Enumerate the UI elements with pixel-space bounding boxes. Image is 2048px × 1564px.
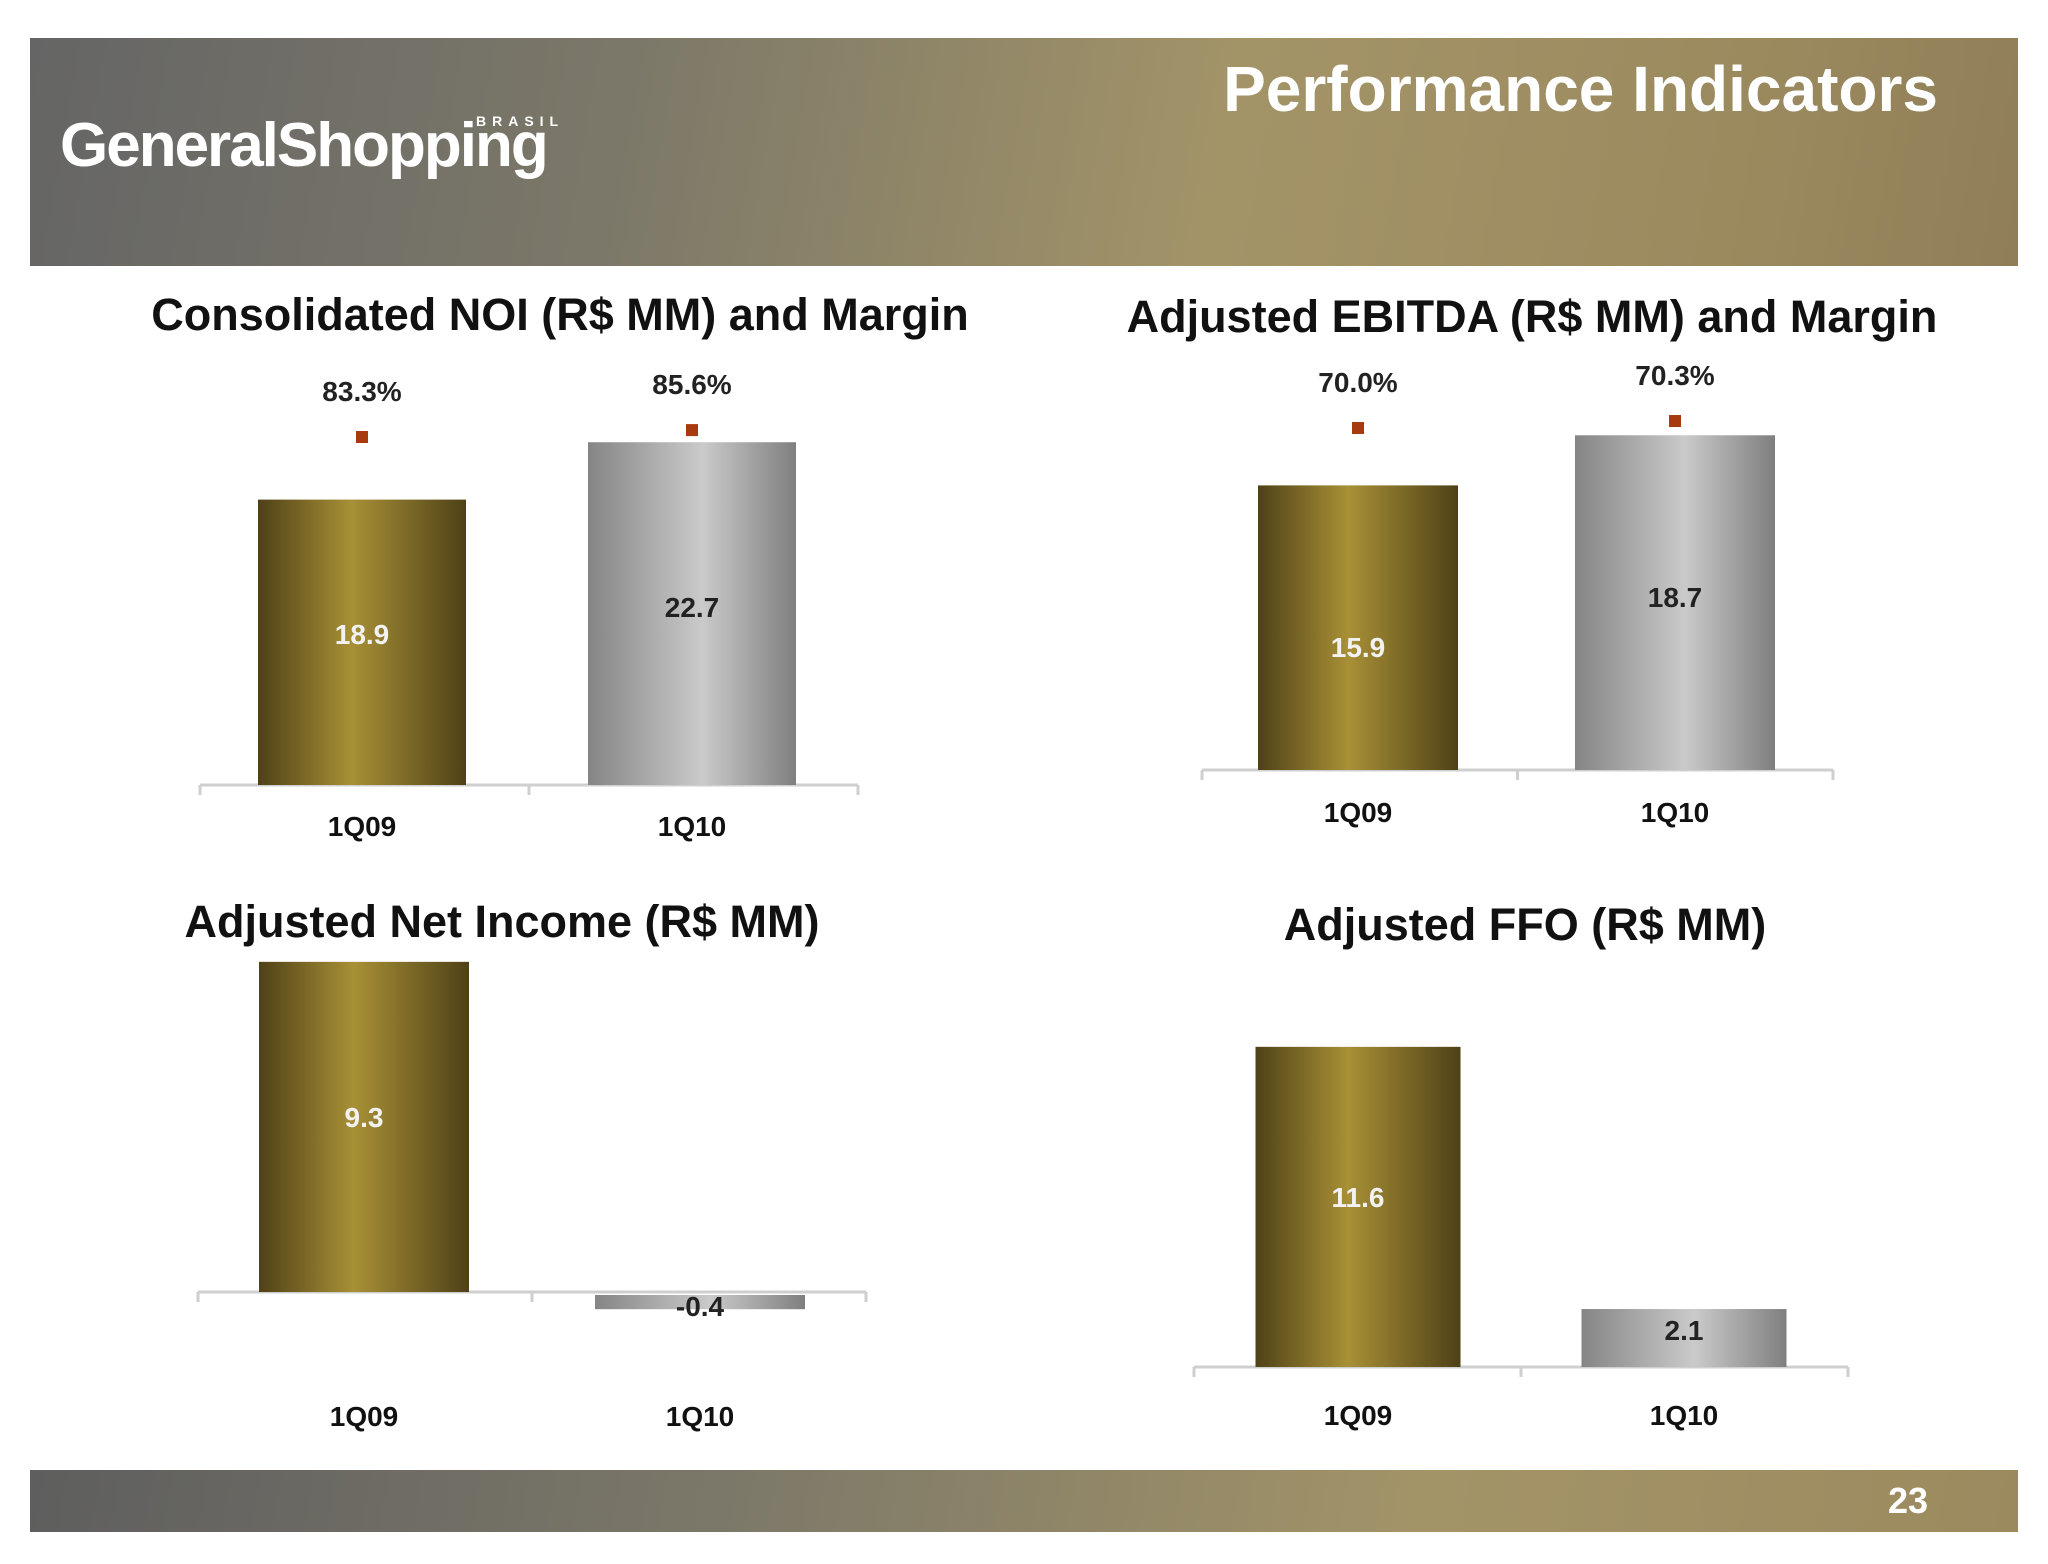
margin-label: 70.3% [1635, 360, 1714, 391]
bar-value-label: 18.7 [1648, 582, 1703, 613]
bar-1q10 [595, 1295, 805, 1310]
margin-label: 85.6% [652, 369, 731, 400]
x-tick-label: 1Q09 [1324, 1400, 1393, 1431]
bar-value-label: 2.1 [1665, 1315, 1704, 1346]
header-banner [30, 38, 2018, 266]
margin-marker [1352, 422, 1364, 434]
chart-title: Consolidated NOI (R$ MM) and Margin [151, 289, 969, 340]
company-logo: GeneralShopping [60, 111, 549, 180]
page-title: Performance Indicators [1223, 53, 1938, 125]
x-tick-label: 1Q09 [330, 1401, 399, 1432]
margin-label: 83.3% [322, 376, 401, 407]
margin-label: 70.0% [1318, 367, 1397, 398]
company-logo-subtitle: BRASIL [476, 113, 565, 129]
bar-1q10 [1575, 435, 1775, 770]
x-tick-label: 1Q10 [1641, 797, 1710, 828]
x-tick-label: 1Q09 [1324, 797, 1393, 828]
chart-title: Adjusted FFO (R$ MM) [1284, 899, 1766, 950]
bar-1q09 [259, 961, 469, 1292]
page-number: 23 [1887, 1480, 1928, 1521]
x-tick-label: 1Q10 [1650, 1400, 1719, 1431]
bar-1q10 [588, 442, 796, 785]
bar-1q09 [1258, 485, 1458, 770]
bar-1q09 [258, 499, 466, 785]
x-tick-label: 1Q10 [666, 1401, 735, 1432]
margin-marker [356, 431, 368, 443]
bar-value-label: -0.4 [676, 1291, 725, 1322]
bar-1q10 [1581, 1309, 1787, 1367]
bar-value-label: 18.9 [335, 619, 390, 650]
chart-title: Adjusted EBITDA (R$ MM) and Margin [1127, 291, 1938, 342]
chart-title: Adjusted Net Income (R$ MM) [184, 896, 819, 947]
margin-marker [686, 424, 698, 437]
bar-value-label: 15.9 [1331, 632, 1386, 663]
x-tick-label: 1Q09 [328, 811, 397, 842]
margin-marker [1669, 415, 1681, 428]
bar-value-label: 11.6 [1332, 1182, 1385, 1213]
bar-1q09 [1255, 1046, 1461, 1367]
x-tick-label: 1Q10 [658, 811, 727, 842]
bar-value-label: 22.7 [665, 592, 720, 623]
bar-value-label: 9.3 [345, 1102, 384, 1133]
footer-bar: 23 [30, 1470, 2018, 1532]
